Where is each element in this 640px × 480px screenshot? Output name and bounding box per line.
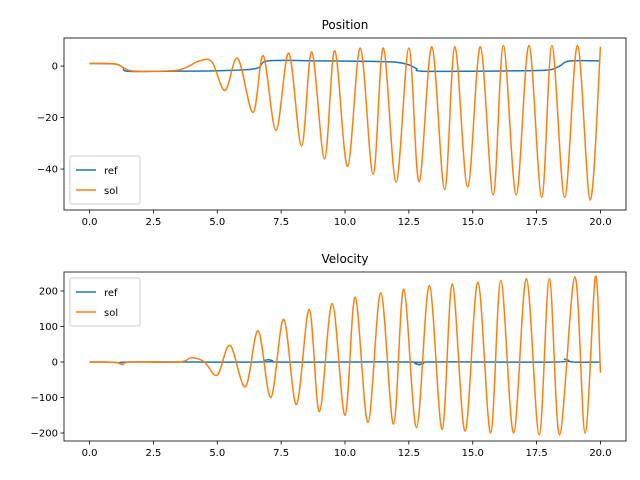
x-tick-label: 2.5 (145, 448, 161, 459)
legend-box (69, 277, 141, 327)
x-tick-label: 15.0 (462, 448, 484, 459)
x-tick-label: 20.0 (589, 217, 611, 228)
legend-box (69, 155, 141, 205)
plot-frame (63, 271, 627, 442)
x-tick-label: 0.0 (82, 448, 98, 459)
legend-label: sol (104, 308, 118, 319)
x-tick-label: 2.5 (145, 217, 161, 228)
x-tick-label: 17.5 (525, 448, 547, 459)
legend-label: sol (104, 186, 118, 197)
y-tick-label: 200 (39, 286, 58, 297)
line-series (89, 59, 601, 73)
legend-label: ref (104, 166, 118, 177)
x-tick-label: 10.0 (334, 217, 356, 228)
y-tick-label: −20 (37, 113, 58, 124)
plot-frame (63, 37, 627, 211)
chart-title: Position (322, 18, 369, 32)
y-tick-label: −200 (31, 429, 58, 440)
x-tick-label: 5.0 (209, 217, 225, 228)
legend-label: ref (104, 288, 118, 299)
x-tick-label: 20.0 (589, 448, 611, 459)
y-tick-label: −40 (37, 165, 58, 176)
line-series (89, 275, 602, 436)
y-tick-label: 0 (52, 62, 58, 73)
x-tick-label: 7.5 (273, 217, 289, 228)
line-series (89, 44, 602, 201)
x-tick-label: 15.0 (462, 217, 484, 228)
x-tick-label: 12.5 (398, 217, 420, 228)
x-tick-label: 5.0 (209, 448, 225, 459)
x-tick-label: 7.5 (273, 448, 289, 459)
y-tick-label: 0 (52, 358, 58, 369)
x-tick-label: 10.0 (334, 448, 356, 459)
chart-title: Velocity (321, 252, 368, 266)
x-tick-label: 0.0 (82, 217, 98, 228)
y-tick-label: −100 (31, 393, 58, 404)
x-tick-label: 17.5 (525, 217, 547, 228)
y-tick-label: 100 (39, 322, 58, 333)
x-tick-label: 12.5 (398, 448, 420, 459)
